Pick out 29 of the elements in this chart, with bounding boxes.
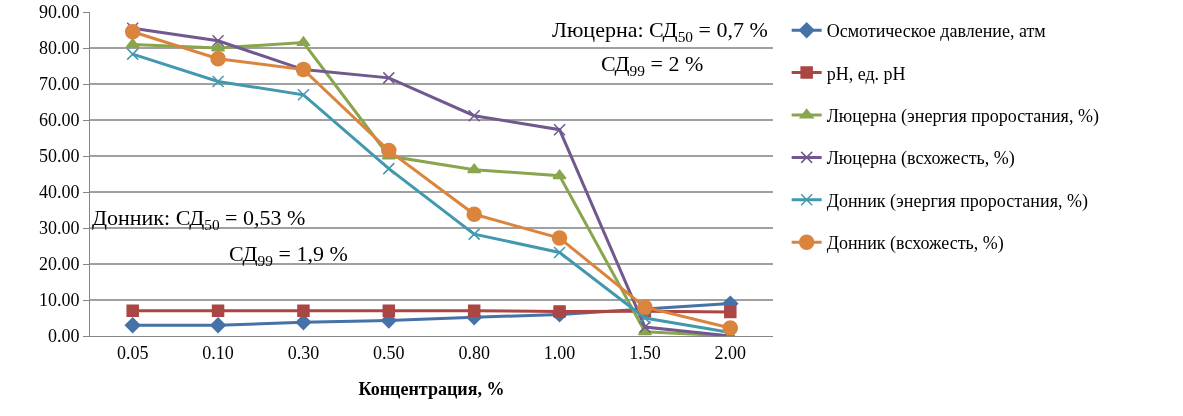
- y-tick-label: 40.00: [38, 182, 80, 203]
- legend-label: Люцерна (всхожесть, %): [826, 148, 1015, 170]
- y-tick-label: 60.00: [38, 110, 80, 131]
- y-tick-label: 20.00: [38, 254, 80, 275]
- legend-label: Донник (всхожесть, %): [826, 233, 1004, 255]
- y-tick-label: 80.00: [38, 38, 80, 59]
- x-tick-label: 0.80: [458, 342, 490, 363]
- annotation: СД$_{99}$ = 1,9 %: [229, 241, 348, 269]
- y-tick-label: 70.00: [38, 74, 80, 95]
- x-tick-label: 0.50: [373, 342, 405, 363]
- x-tick-label: 1.00: [543, 342, 576, 363]
- legend-label: Донник (энергия проростания, %): [826, 190, 1088, 212]
- annotation: Донник: СД$_{50}$ = 0,53 %: [92, 205, 306, 233]
- y-tick-label: 10.00: [38, 290, 80, 311]
- y-tick-label: 50.00: [38, 146, 80, 167]
- y-tick-label: 90.00: [38, 2, 80, 23]
- x-axis-title: Концентрация, %: [358, 378, 505, 399]
- x-tick-label: 0.10: [202, 342, 234, 363]
- legend-label: Осмотическое давление, атм: [826, 21, 1046, 42]
- x-tick-label: 0.05: [116, 342, 149, 363]
- x-tick-label: 1.50: [629, 342, 661, 363]
- x-tick-label: 2.00: [714, 342, 747, 363]
- y-tick-label: 30.00: [38, 218, 80, 239]
- legend-label: pH, ед. pH: [826, 63, 906, 84]
- x-tick-label: 0.30: [287, 342, 320, 363]
- annotation: Люцерна: СД$_{50}$ = 0,7 %: [552, 17, 768, 45]
- y-tick-label: 0.00: [47, 326, 80, 347]
- legend-label: Люцерна (энергия проростания, %): [826, 106, 1099, 128]
- annotation: СД$_{99}$ = 2 %: [601, 51, 704, 79]
